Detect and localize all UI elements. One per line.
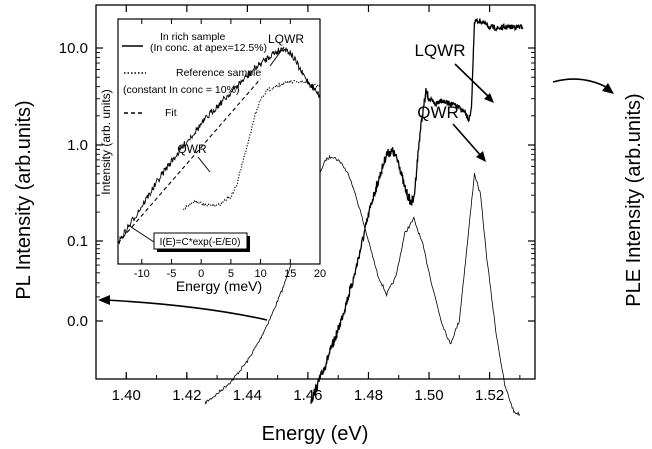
inset-x-tick-label: 5 [228, 268, 234, 280]
main-plot-frame [95, 4, 536, 380]
y-axis-title-left: PL Intensity (arb.units) [13, 100, 35, 299]
series-pl-line [204, 154, 521, 417]
inset-qwr-pointer [197, 156, 211, 173]
legend-reference-sample-note: (constant In conc = 10%) [123, 84, 239, 96]
x-tick-label: 1.46 [293, 387, 322, 404]
inset-series [117, 47, 321, 245]
y-axis-title-right: PLE Intensity (arb.units) [623, 93, 645, 306]
main-series [204, 17, 524, 417]
x-tick-label: 1.44 [233, 387, 262, 404]
series-ple-line [310, 17, 524, 404]
x-tick-label: 1.50 [414, 387, 443, 404]
inset-y-axis-title: Intensity (arb. units) [99, 89, 113, 194]
inset-series-in-rich-sample [117, 47, 321, 245]
inset-lqwr-pointer [269, 46, 285, 67]
inset-x-tick-label: -10 [134, 268, 150, 280]
ple-axis-arrow [552, 78, 609, 89]
formula-box [153, 232, 248, 250]
qwr-label: QWR [417, 103, 459, 122]
lqwr-arrow [454, 63, 491, 99]
legend-fit: Fit [165, 107, 177, 119]
inset-lqwr-label: LQWR [268, 32, 304, 46]
y-tick-label: 0.1 [67, 233, 88, 250]
inset-x-tick-label: 20 [314, 268, 326, 280]
inset-x-tick-label: 15 [284, 268, 296, 280]
inset-frame [117, 18, 321, 265]
lqwr-label: LQWR [415, 41, 466, 60]
qwr-arrow [452, 123, 483, 158]
legend-in-rich-sample: In rich sample [160, 31, 226, 43]
inset-x-tick-label: -5 [167, 268, 177, 280]
x-tick-label: 1.52 [475, 387, 504, 404]
pl-axis-arrow-head [98, 295, 110, 305]
y-tick-label: 0.0 [67, 313, 88, 330]
y-tick-label: 10.0 [59, 40, 88, 57]
inset-x-axis-title: Energy (meV) [176, 278, 262, 294]
inset-qwr-label: QWR [177, 142, 207, 156]
inset-ticks: -10 -5 0 5 10 15 20 [134, 19, 326, 280]
qwr-arrow-head [476, 151, 486, 162]
x-tick-label: 1.48 [354, 387, 383, 404]
inset-x-tick-label: 10 [254, 268, 266, 280]
inset-x-tick-label: 0 [198, 268, 204, 280]
formula-pointer [127, 224, 155, 243]
x-tick-label: 1.42 [172, 387, 201, 404]
legend-reference-sample: Reference sample [176, 67, 261, 79]
ple-axis-arrow-head [602, 83, 614, 94]
x-axis-title: Energy (eV) [262, 423, 369, 445]
x-tick-label: 1.40 [112, 387, 141, 404]
y-tick-label: 1.0 [67, 137, 88, 154]
lqwr-arrow-head [484, 93, 494, 103]
inset-series-fit [117, 78, 262, 244]
main-ticks: 1.40 1.42 1.44 1.46 1.48 1.50 1.52 10.0 1.0 0.1 0.… [59, 5, 535, 404]
pl-axis-arrow [104, 299, 268, 321]
legend-in-rich-sample-note: (In conc. at apex=12.5%) [150, 42, 267, 54]
formula-label: I(E)=C*exp(-E/E0) [160, 237, 241, 248]
